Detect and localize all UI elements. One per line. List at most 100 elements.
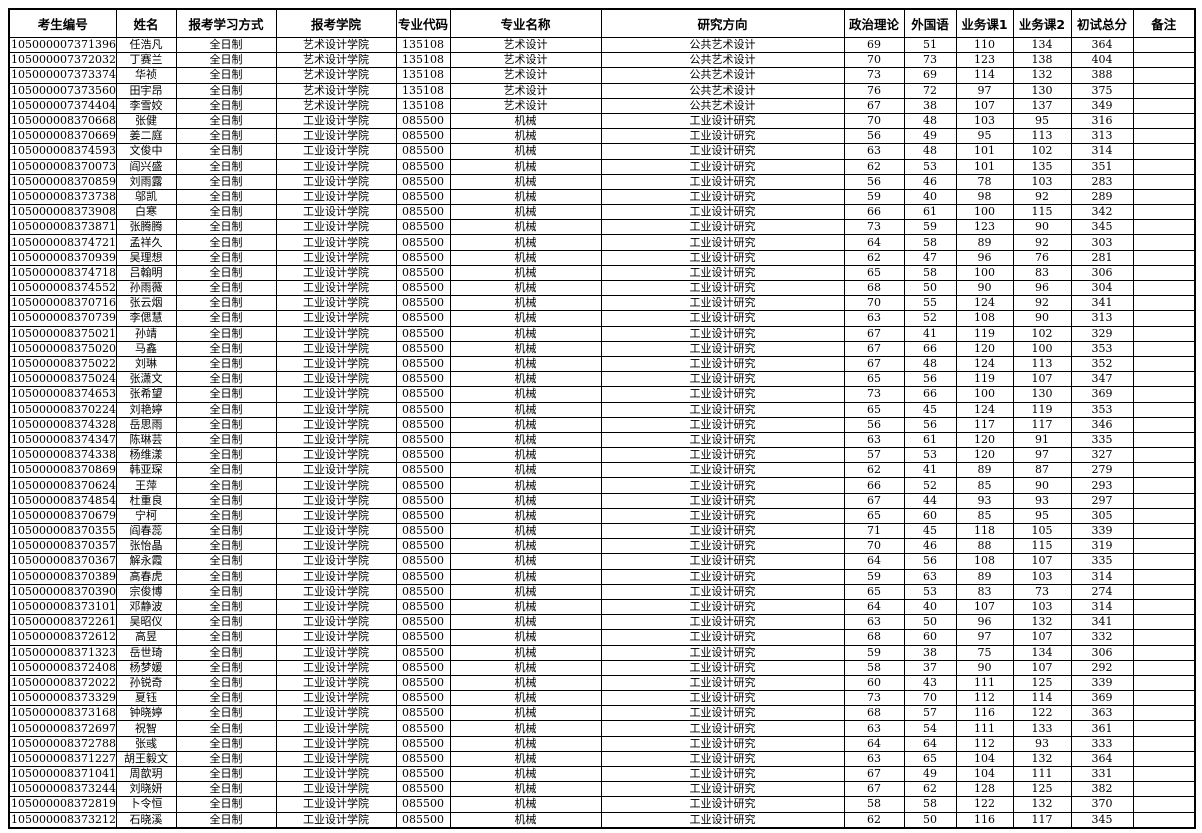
cell-major-code: 085500 — [395, 401, 451, 418]
cell-course1: 119 — [955, 371, 1014, 388]
cell-note — [1132, 750, 1196, 768]
cell-course2: 117 — [1012, 811, 1072, 829]
cell-research-direction: 工业设计研究 — [600, 447, 845, 464]
cell-foreign-language: 64 — [903, 735, 957, 752]
cell-major-code: 085500 — [395, 204, 451, 221]
cell-foreign-language: 51 — [903, 36, 957, 54]
cell-political-theory: 67 — [843, 765, 905, 783]
cell-foreign-language: 48 — [903, 355, 957, 373]
cell-name: 宗俊博 — [115, 583, 177, 600]
cell-foreign-language: 53 — [903, 158, 957, 175]
cell-note — [1132, 295, 1196, 312]
table-row: 105000008373738 邬凯 全日制 工业设计学院 085500 机械 工业设计研究… — [8, 188, 1196, 206]
cell-political-theory: 73 — [843, 690, 905, 707]
cell-major-code: 085500 — [395, 553, 451, 570]
cell-major-name: 机械 — [449, 538, 602, 555]
cell-major-name: 艺术设计 — [449, 97, 602, 114]
cell-major-code: 085500 — [395, 659, 451, 676]
column-header-major-name: 专业名称 — [449, 8, 602, 38]
cell-study-mode: 全日制 — [175, 568, 277, 585]
cell-major-name: 机械 — [449, 644, 602, 661]
cell-name: 阎春蕊 — [115, 522, 177, 540]
cell-political-theory: 59 — [843, 568, 905, 585]
column-header-political-theory: 政治理论 — [843, 8, 905, 38]
cell-major-code: 135108 — [395, 67, 451, 84]
cell-candidate-id: 105000008375020 — [8, 340, 117, 357]
table-row: 105000008370869 韩亚琛 全日制 工业设计学院 085500 机械 工业设计研… — [8, 462, 1196, 479]
cell-research-direction: 公共艺术设计 — [600, 97, 845, 114]
cell-major-code: 085500 — [395, 264, 451, 282]
table-row: 105000008370073 阎兴盛 全日制 工业设计学院 085500 机械 工业设计研… — [8, 158, 1196, 175]
cell-candidate-id: 105000008370357 — [8, 538, 117, 555]
cell-course2: 130 — [1012, 82, 1072, 99]
cell-major-name: 机械 — [449, 492, 602, 509]
cell-major-code: 085500 — [395, 462, 451, 479]
table-row: 105000007371396 任浩凡 全日制 艺术设计学院 135108 艺术设计 公共艺… — [8, 36, 1196, 54]
cell-foreign-language: 58 — [903, 234, 957, 251]
cell-candidate-id: 105000008374552 — [8, 279, 117, 297]
cell-major-code: 085500 — [395, 371, 451, 388]
table-row: 105000008370739 李偲慧 全日制 工业设计学院 085500 机械 工业设计研… — [8, 310, 1196, 327]
table-row: 105000007373374 华祯 全日制 艺术设计学院 135108 艺术设计 公共艺术… — [8, 67, 1196, 84]
cell-course1: 103 — [955, 112, 1014, 130]
cell-course2: 102 — [1012, 143, 1072, 160]
cell-research-direction: 工业设计研究 — [600, 553, 845, 570]
cell-foreign-language: 37 — [903, 659, 957, 676]
cell-course2: 113 — [1012, 355, 1072, 373]
cell-candidate-id: 105000008374721 — [8, 234, 117, 251]
cell-note — [1132, 522, 1196, 540]
table-row: 105000008375022 刘琳 全日制 工业设计学院 085500 机械 工业设计研究… — [8, 355, 1196, 373]
cell-course2: 102 — [1012, 325, 1072, 342]
cell-major-name: 机械 — [449, 781, 602, 798]
cell-course2: 92 — [1012, 295, 1072, 312]
cell-total-score: 329 — [1070, 325, 1134, 342]
cell-course2: 107 — [1012, 629, 1072, 646]
cell-course2: 90 — [1012, 219, 1072, 236]
cell-major-name: 机械 — [449, 553, 602, 570]
cell-total-score: 364 — [1070, 36, 1134, 54]
cell-note — [1132, 340, 1196, 357]
cell-course1: 108 — [955, 310, 1014, 327]
cell-college: 工业设计学院 — [275, 128, 397, 145]
cell-college: 工业设计学院 — [275, 340, 397, 357]
cell-political-theory: 65 — [843, 507, 905, 525]
cell-college: 工业设计学院 — [275, 750, 397, 768]
cell-college: 工业设计学院 — [275, 553, 397, 570]
cell-major-name: 机械 — [449, 796, 602, 813]
cell-major-name: 机械 — [449, 583, 602, 600]
cell-research-direction: 工业设计研究 — [600, 492, 845, 509]
cell-major-code: 085500 — [395, 128, 451, 145]
cell-political-theory: 63 — [843, 750, 905, 768]
cell-major-name: 机械 — [449, 690, 602, 707]
cell-college: 工业设计学院 — [275, 416, 397, 433]
cell-course2: 76 — [1012, 249, 1072, 266]
cell-political-theory: 67 — [843, 355, 905, 373]
cell-candidate-id: 105000008372261 — [8, 614, 117, 631]
cell-major-code: 085500 — [395, 720, 451, 737]
cell-study-mode: 全日制 — [175, 447, 277, 464]
cell-major-name: 机械 — [449, 112, 602, 130]
cell-total-score: 339 — [1070, 522, 1134, 540]
cell-study-mode: 全日制 — [175, 477, 277, 494]
cell-study-mode: 全日制 — [175, 36, 277, 54]
cell-major-code: 085500 — [395, 781, 451, 798]
cell-course2: 122 — [1012, 705, 1072, 722]
cell-political-theory: 68 — [843, 279, 905, 297]
cell-major-name: 机械 — [449, 128, 602, 145]
cell-major-name: 机械 — [449, 507, 602, 525]
cell-note — [1132, 705, 1196, 722]
cell-foreign-language: 45 — [903, 522, 957, 540]
cell-study-mode: 全日制 — [175, 279, 277, 297]
cell-total-score: 339 — [1070, 674, 1134, 692]
cell-major-name: 机械 — [449, 659, 602, 676]
cell-candidate-id: 105000008370679 — [8, 507, 117, 525]
cell-college: 工业设计学院 — [275, 659, 397, 676]
cell-major-code: 085500 — [395, 279, 451, 297]
table-row: 105000008373871 张腾腾 全日制 工业设计学院 085500 机械 工业设计研… — [8, 219, 1196, 236]
cell-research-direction: 工业设计研究 — [600, 401, 845, 418]
cell-major-name: 机械 — [449, 674, 602, 692]
cell-name: 姜二庭 — [115, 128, 177, 145]
cell-name: 张怡晶 — [115, 538, 177, 555]
cell-study-mode: 全日制 — [175, 614, 277, 631]
cell-foreign-language: 72 — [903, 82, 957, 99]
